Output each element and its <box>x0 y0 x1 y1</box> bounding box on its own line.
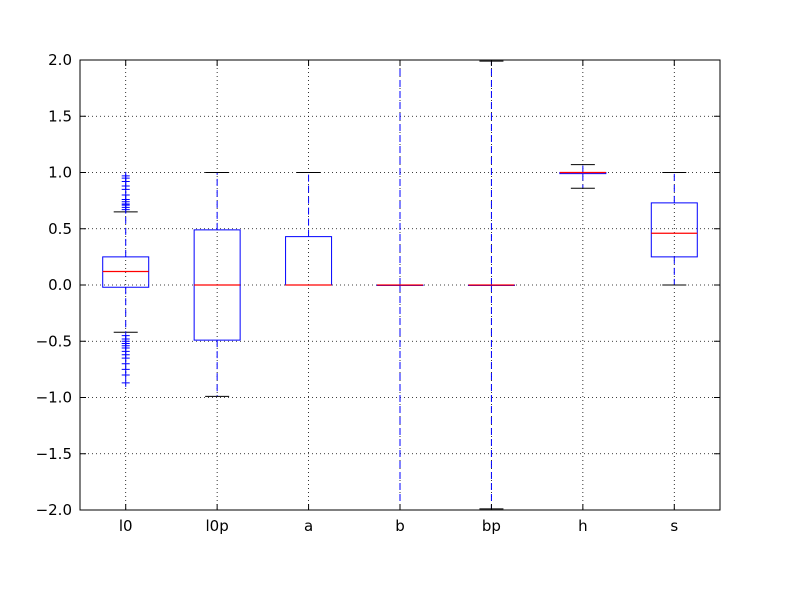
x-tick-label: bp <box>482 517 501 535</box>
x-tick-label: h <box>578 517 588 535</box>
box-s <box>650 172 698 286</box>
box-l0p <box>193 172 241 397</box>
y-tick-label: 1.5 <box>48 107 72 125</box>
y-tick-label: −1.5 <box>36 445 72 463</box>
outlier-point <box>121 205 130 214</box>
box-body <box>650 202 698 258</box>
axis-ticks: 2.0 1.5 1.0 0.5 0.0 −0.5 −1.0 −1.5 −2.0 l0 l0p a b bp… <box>36 51 720 535</box>
box-a <box>285 172 333 286</box>
y-tick-label: −0.5 <box>36 332 72 350</box>
x-tick-label: b <box>395 517 405 535</box>
outlier-point <box>121 371 130 379</box>
y-tick-label: 1.0 <box>48 164 72 182</box>
box-h <box>559 164 607 189</box>
x-tick-label: a <box>304 517 313 535</box>
x-tick-label: l0p <box>206 517 229 535</box>
y-tick-label: 2.0 <box>48 51 72 69</box>
x-tick-label: s <box>670 517 678 535</box>
y-tick-label: −2.0 <box>36 501 72 519</box>
y-tick-label: −1.0 <box>36 389 72 407</box>
y-tick-label: 0.0 <box>48 276 72 294</box>
x-tick-label: l0 <box>119 517 133 535</box>
outlier-point <box>121 378 130 387</box>
y-tick-label: 0.5 <box>48 220 72 238</box>
box-l0 <box>102 171 150 387</box>
box-series <box>102 59 698 511</box>
